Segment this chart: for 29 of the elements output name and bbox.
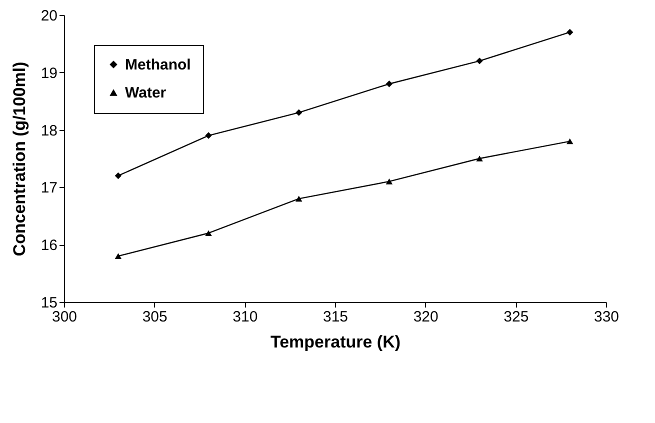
legend-label: Water bbox=[125, 84, 166, 102]
x-axis-title: Temperature (K) bbox=[270, 332, 401, 352]
point bbox=[566, 28, 574, 36]
y-tick-label: 15 bbox=[40, 294, 58, 312]
point bbox=[386, 178, 393, 184]
y-tick-label: 18 bbox=[40, 122, 58, 140]
point bbox=[114, 172, 122, 180]
point bbox=[205, 230, 212, 236]
point bbox=[114, 253, 122, 259]
point bbox=[205, 132, 212, 139]
point bbox=[566, 138, 574, 144]
x-tick-label: 325 bbox=[504, 308, 529, 326]
x-tick-label: 310 bbox=[232, 308, 258, 326]
point bbox=[296, 109, 302, 116]
y-tick-label: 16 bbox=[40, 237, 58, 254]
x-tick-label: 320 bbox=[413, 308, 438, 326]
legend-label: Methanol bbox=[125, 56, 191, 74]
point bbox=[296, 196, 302, 202]
x-tick-label: 315 bbox=[322, 308, 348, 326]
y-tick-label: 17 bbox=[40, 180, 58, 197]
y-tick-label: 19 bbox=[40, 64, 58, 82]
x-tick-label: 330 bbox=[594, 308, 620, 326]
point bbox=[476, 156, 483, 162]
point bbox=[476, 58, 483, 64]
x-tick-label: 300 bbox=[52, 308, 78, 326]
x-tick-label: 305 bbox=[142, 308, 168, 326]
y-tick-label: 20 bbox=[40, 8, 58, 24]
y-axis-title: Concentration (g/100ml) bbox=[10, 62, 29, 256]
point bbox=[386, 80, 393, 88]
